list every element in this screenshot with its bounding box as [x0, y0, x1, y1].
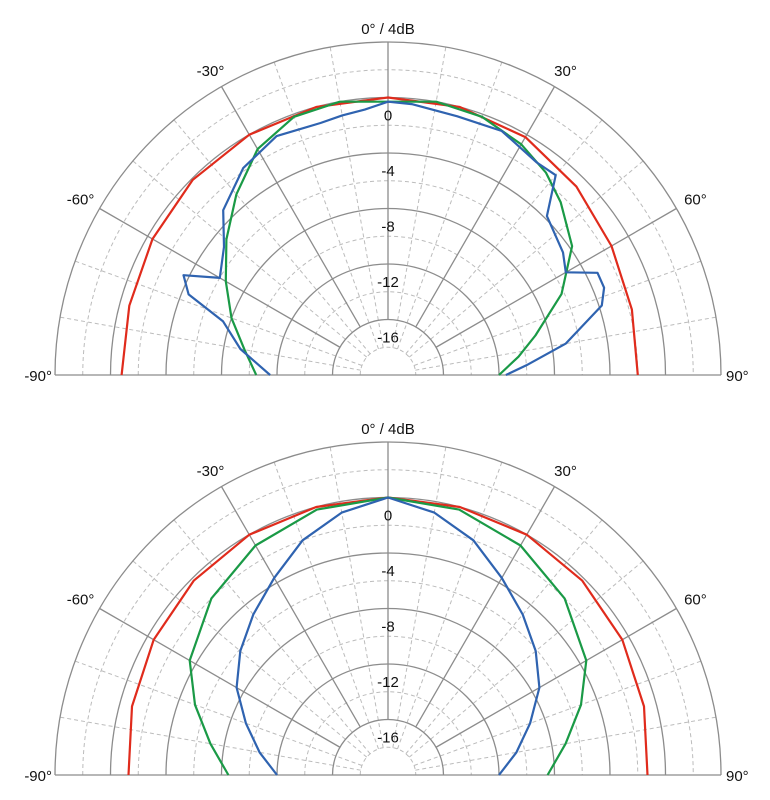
radial-tick-label: -12 [377, 274, 399, 291]
polar-chart-2: 0° / 4dB 0 -4 -8 -12 -16 -90° -60° -30° 30° 60° 90° [24, 421, 748, 785]
angle-tick-label: 90° [726, 768, 749, 785]
angle-tick-label: 60° [684, 192, 707, 209]
angle-tick-label: 90° [726, 368, 749, 385]
major-spoke [99, 607, 341, 748]
minor-spoke [59, 716, 361, 771]
minor-spoke [408, 160, 644, 358]
minor-spoke [74, 260, 363, 366]
radial-tick-label: 0 [384, 108, 392, 125]
series-line-2 [224, 100, 574, 376]
radial-tick-label: -4 [381, 563, 394, 580]
major-spoke [435, 607, 677, 748]
minor-ring [359, 346, 417, 376]
series-line-3 [235, 496, 541, 776]
minor-spoke [132, 160, 368, 358]
minor-spoke [397, 461, 503, 750]
minor-spoke [392, 446, 447, 748]
major-spoke [435, 207, 677, 348]
angle-tick-label: -30° [197, 463, 225, 480]
major-ring [331, 718, 445, 776]
angle-tick-label: 30° [554, 463, 577, 480]
angle-tick-label: -90° [24, 368, 52, 385]
angle-tick-label: -60° [67, 592, 95, 609]
minor-spoke [413, 660, 702, 766]
minor-spoke [392, 46, 447, 348]
minor-ring [193, 180, 583, 376]
radial-tick-label: -16 [377, 330, 399, 347]
minor-spoke [397, 61, 503, 350]
minor-spoke [74, 660, 363, 766]
minor-ring [304, 691, 472, 776]
minor-spoke [273, 61, 379, 350]
minor-spoke [415, 316, 717, 371]
radial-tick-label: -12 [377, 674, 399, 691]
radial-tick-label: 0 [384, 508, 392, 525]
angle-tick-label: 60° [684, 592, 707, 609]
minor-spoke [273, 461, 379, 750]
minor-spoke [329, 46, 384, 348]
minor-spoke [173, 119, 371, 355]
minor-ring [193, 580, 583, 776]
polar-grid [54, 441, 722, 776]
major-spoke [220, 486, 361, 728]
major-ring [331, 318, 445, 376]
major-spoke [220, 86, 361, 328]
minor-spoke [415, 716, 717, 771]
radial-tick-label: -16 [377, 730, 399, 747]
minor-spoke [59, 316, 361, 371]
minor-spoke [329, 446, 384, 748]
radial-tick-label: -4 [381, 163, 394, 180]
minor-spoke [405, 519, 603, 755]
angle-tick-label: 30° [554, 63, 577, 80]
angle-tick-label: -30° [197, 63, 225, 80]
major-spoke [415, 86, 556, 328]
chart-title: 0° / 4dB [361, 21, 415, 38]
minor-spoke [413, 260, 702, 366]
major-spoke [415, 486, 556, 728]
minor-spoke [132, 560, 368, 758]
series-line-1 [120, 96, 639, 376]
polar-chart-1: 0° / 4dB 0 -4 -8 -12 -16 -90° -60° -30° 30° 60° 90° [24, 21, 748, 385]
polar-grid [54, 41, 722, 376]
radial-tick-label: -8 [381, 619, 394, 636]
minor-ring [304, 291, 472, 376]
minor-spoke [408, 560, 644, 758]
minor-spoke [405, 119, 603, 355]
angle-tick-label: -90° [24, 768, 52, 785]
chart-title: 0° / 4dB [361, 421, 415, 438]
minor-spoke [173, 519, 371, 755]
angle-tick-label: -60° [67, 192, 95, 209]
series-line-3 [182, 100, 606, 376]
radial-tick-label: -8 [381, 219, 394, 236]
minor-ring [359, 746, 417, 776]
